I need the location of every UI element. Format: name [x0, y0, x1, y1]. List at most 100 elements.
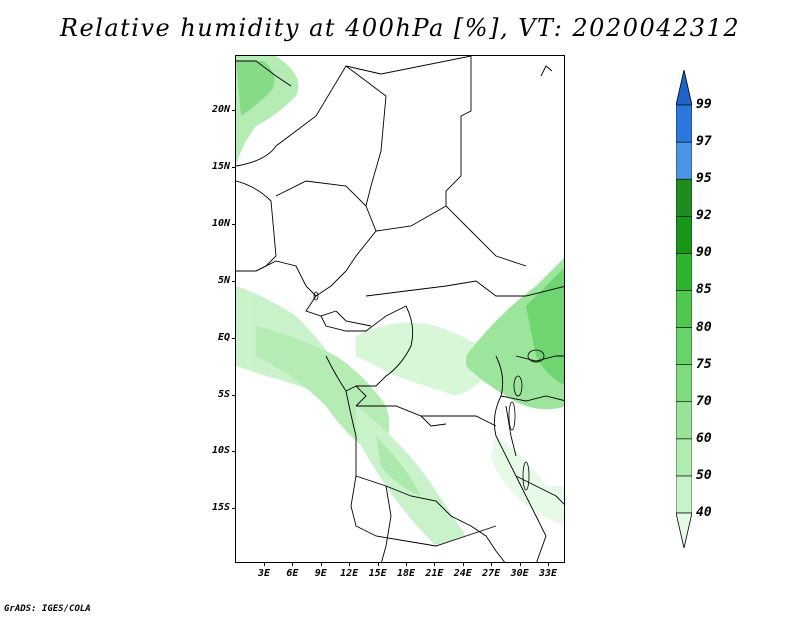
border-line: [325, 355, 367, 407]
longitude-label: 15E: [368, 568, 387, 579]
longitude-label: 27E: [482, 568, 501, 579]
colorbar-segment: [676, 70, 692, 106]
longitude-label: 30E: [510, 568, 529, 579]
humidity-region-east-core: [526, 268, 564, 385]
border-line: [420, 415, 447, 427]
border-line: [470, 525, 506, 562]
country-borders: [236, 56, 564, 562]
latitude-tick: [232, 281, 235, 282]
longitude-tick: [377, 563, 379, 566]
latitude-tick: [232, 508, 235, 509]
border-line: [515, 355, 564, 362]
border-line: [493, 355, 527, 497]
latitude-tick: [232, 224, 235, 225]
border-line: [350, 505, 497, 547]
border-line: [365, 280, 564, 297]
longitude-label: 33E: [538, 568, 558, 579]
map-title: Relative humidity at 400hPa [%], VT: 202…: [59, 14, 741, 42]
border-line: [525, 495, 547, 562]
colorbar-label: 70: [696, 393, 712, 409]
longitude-tick: [349, 563, 351, 566]
humidity-region-congo: [356, 322, 496, 396]
colorbar-segment: [676, 178, 692, 217]
humidity-region-east-coast: [491, 436, 564, 526]
colorbar-segment: [676, 290, 692, 328]
border-line: [236, 65, 387, 207]
longitude-tick: [406, 563, 407, 566]
latitude-tick: [232, 338, 235, 339]
latitude-label: 10N: [211, 218, 230, 229]
border-line: [381, 485, 392, 562]
latitude-tick: [232, 167, 235, 168]
border-line: [356, 305, 414, 387]
longitude-label: 9E: [314, 568, 327, 579]
humidity-field: [236, 56, 564, 562]
colorbar-label: 85: [696, 282, 712, 298]
colorbar-label: 40: [696, 505, 712, 520]
latitude-tick: [232, 110, 235, 111]
colorbar-segment: [676, 364, 692, 403]
border-line: [445, 56, 527, 267]
border-line: [236, 60, 292, 87]
border-line: [515, 475, 564, 505]
humidity-region-north-core: [236, 61, 275, 116]
colorbar-segment: [676, 512, 692, 548]
colorbar-label: 95: [696, 171, 712, 187]
colorbar-segment: [676, 104, 692, 143]
colorbar: [676, 70, 692, 548]
latitude-label: 5S: [217, 389, 230, 400]
colorbar-segment: [676, 141, 692, 180]
colorbar-segment: [676, 253, 692, 291]
lake: [313, 291, 319, 301]
humidity-region-central-band: [256, 326, 390, 456]
longitude-tick: [519, 563, 521, 566]
latitude-label: EQ: [217, 332, 230, 343]
latitude-label: 15S: [211, 502, 230, 513]
border-line: [500, 395, 564, 402]
longitude-tick: [434, 563, 436, 566]
longitude-tick: [491, 563, 493, 566]
border-line: [236, 260, 317, 297]
border-line: [305, 270, 347, 317]
latitude-label: 20N: [211, 104, 230, 115]
longitude-label: 18E: [396, 568, 416, 579]
map-panel: [235, 55, 565, 563]
lake: [527, 349, 545, 363]
longitude-label: 3E: [257, 568, 271, 579]
lake: [508, 401, 516, 431]
colorbar-segment: [676, 475, 692, 514]
colorbar-segment: [676, 327, 692, 365]
longitude-tick: [320, 563, 322, 566]
border-line: [355, 475, 472, 527]
longitude-tick: [292, 563, 294, 566]
longitude-label: 21E: [425, 568, 444, 579]
border-line: [505, 405, 517, 457]
colorbar-segment: [676, 438, 692, 477]
longitude-label: 24E: [453, 568, 472, 579]
longitude-tick: [548, 563, 549, 566]
colorbar-label: 50: [696, 467, 712, 483]
longitude-tick: [462, 563, 464, 566]
colorbar-label: 80: [696, 319, 712, 335]
border-line: [335, 310, 372, 327]
colorbar-label: 60: [696, 430, 712, 446]
humidity-region-south-core: [376, 436, 421, 496]
lake: [522, 461, 530, 491]
latitude-tick: [232, 395, 235, 396]
credit-text: GrADS: IGES/COLA: [4, 604, 91, 614]
lakes: [313, 291, 545, 491]
colorbar-label: 92: [696, 208, 712, 224]
border-line: [320, 305, 407, 332]
lake: [513, 375, 523, 397]
longitude-tick: [264, 563, 265, 566]
colorbar-segment: [676, 215, 692, 254]
border-line: [356, 405, 497, 427]
latitude-label: 10S: [211, 445, 230, 456]
border-line: [236, 180, 277, 272]
colorbar-label: 97: [696, 134, 712, 150]
border-line: [345, 56, 472, 75]
colorbar-label: 99: [696, 97, 712, 112]
colorbar-label: 75: [696, 356, 712, 372]
border-line: [375, 205, 447, 232]
border-line: [275, 180, 377, 272]
